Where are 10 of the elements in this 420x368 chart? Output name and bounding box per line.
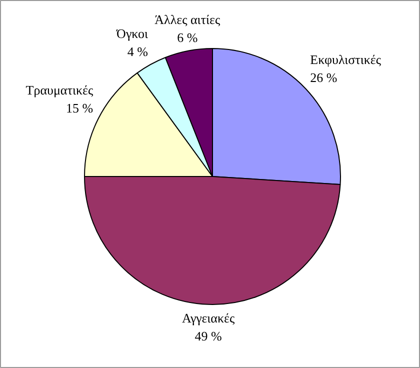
data-label: 26 % xyxy=(310,70,338,85)
slice-label: Άλλες αιτίες xyxy=(154,12,221,27)
data-label: 6 % xyxy=(177,30,198,45)
data-label: 4 % xyxy=(127,44,148,60)
slice-label: Αγγειακές xyxy=(182,310,236,326)
data-label: 15 % xyxy=(66,100,94,116)
slice-label: Όγκοι xyxy=(116,26,148,42)
data-label: 49 % xyxy=(194,328,222,344)
slice-label: Εκφυλιστικές xyxy=(310,52,382,67)
slice-label: Τραυματικές xyxy=(26,82,94,98)
